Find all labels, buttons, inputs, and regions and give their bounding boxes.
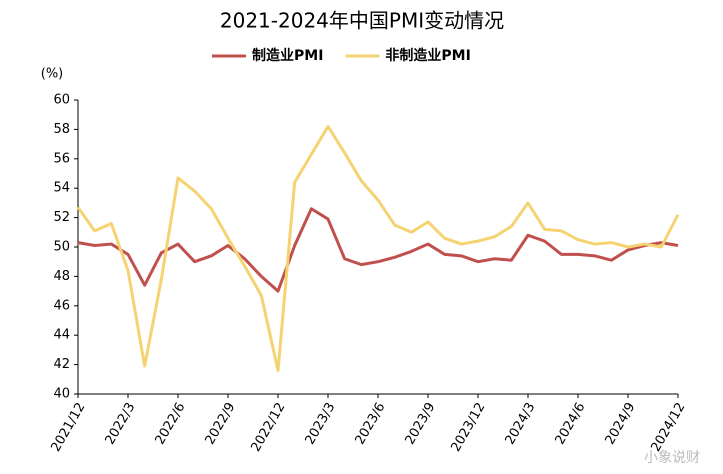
y-tick-label: 58	[53, 122, 70, 137]
x-tick-label: 2022/3	[103, 400, 139, 447]
x-tick-label: 2024/3	[503, 400, 539, 447]
chart-title: 2021-2024年中国PMI变动情况	[220, 9, 504, 33]
x-tick-label: 2022/12	[248, 400, 288, 454]
y-tick-label: 50	[53, 240, 70, 255]
y-tick-label: 54	[53, 181, 70, 196]
y-unit: (%)	[41, 67, 64, 82]
y-tick-label: 40	[53, 387, 70, 402]
y-tick-label: 44	[53, 328, 70, 343]
x-tick-label: 2021/12	[48, 400, 88, 454]
series-line	[77, 207, 679, 293]
x-tick-label: 2024/12	[648, 400, 688, 454]
y-tick-label: 52	[53, 210, 70, 225]
y-tick-label: 42	[53, 357, 70, 372]
series-line	[76, 124, 680, 372]
x-tick-label: 2023/12	[448, 400, 488, 454]
x-tick-label: 2024/6	[553, 400, 589, 447]
x-tick-label: 2023/6	[353, 400, 389, 447]
y-tick-label: 56	[53, 151, 70, 166]
x-tick-label: 2024/9	[603, 400, 639, 447]
y-tick-label: 60	[53, 93, 70, 108]
y-tick-label: 48	[53, 269, 70, 284]
x-tick-label: 2022/9	[203, 400, 239, 447]
x-tick-label: 2023/9	[403, 400, 439, 447]
x-tick-label: 2023/3	[303, 400, 339, 447]
legend-label: 制造业PMI	[252, 47, 323, 64]
watermark: 小象说财	[644, 450, 700, 466]
y-tick-label: 46	[53, 298, 70, 313]
legend-label: 非制造业PMI	[385, 47, 470, 64]
x-tick-label: 2022/6	[153, 400, 189, 447]
